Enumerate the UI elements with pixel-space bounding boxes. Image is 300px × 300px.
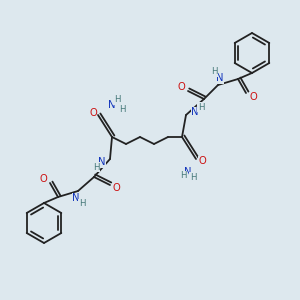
Text: N: N: [98, 157, 106, 167]
Text: O: O: [89, 108, 97, 118]
Text: O: O: [198, 156, 206, 166]
Text: H: H: [79, 200, 85, 208]
Text: N: N: [184, 167, 192, 177]
Text: O: O: [112, 183, 120, 193]
Text: H: H: [93, 163, 99, 172]
Text: O: O: [177, 82, 185, 92]
Text: N: N: [216, 73, 224, 83]
Text: H: H: [190, 172, 196, 182]
Text: H: H: [180, 172, 186, 181]
Text: N: N: [108, 100, 116, 110]
Text: N: N: [191, 107, 199, 117]
Text: O: O: [39, 174, 47, 184]
Text: H: H: [211, 68, 217, 76]
Text: O: O: [249, 92, 257, 102]
Text: N: N: [72, 193, 80, 203]
Text: H: H: [119, 104, 125, 113]
Text: H: H: [114, 95, 120, 104]
Text: H: H: [198, 103, 204, 112]
